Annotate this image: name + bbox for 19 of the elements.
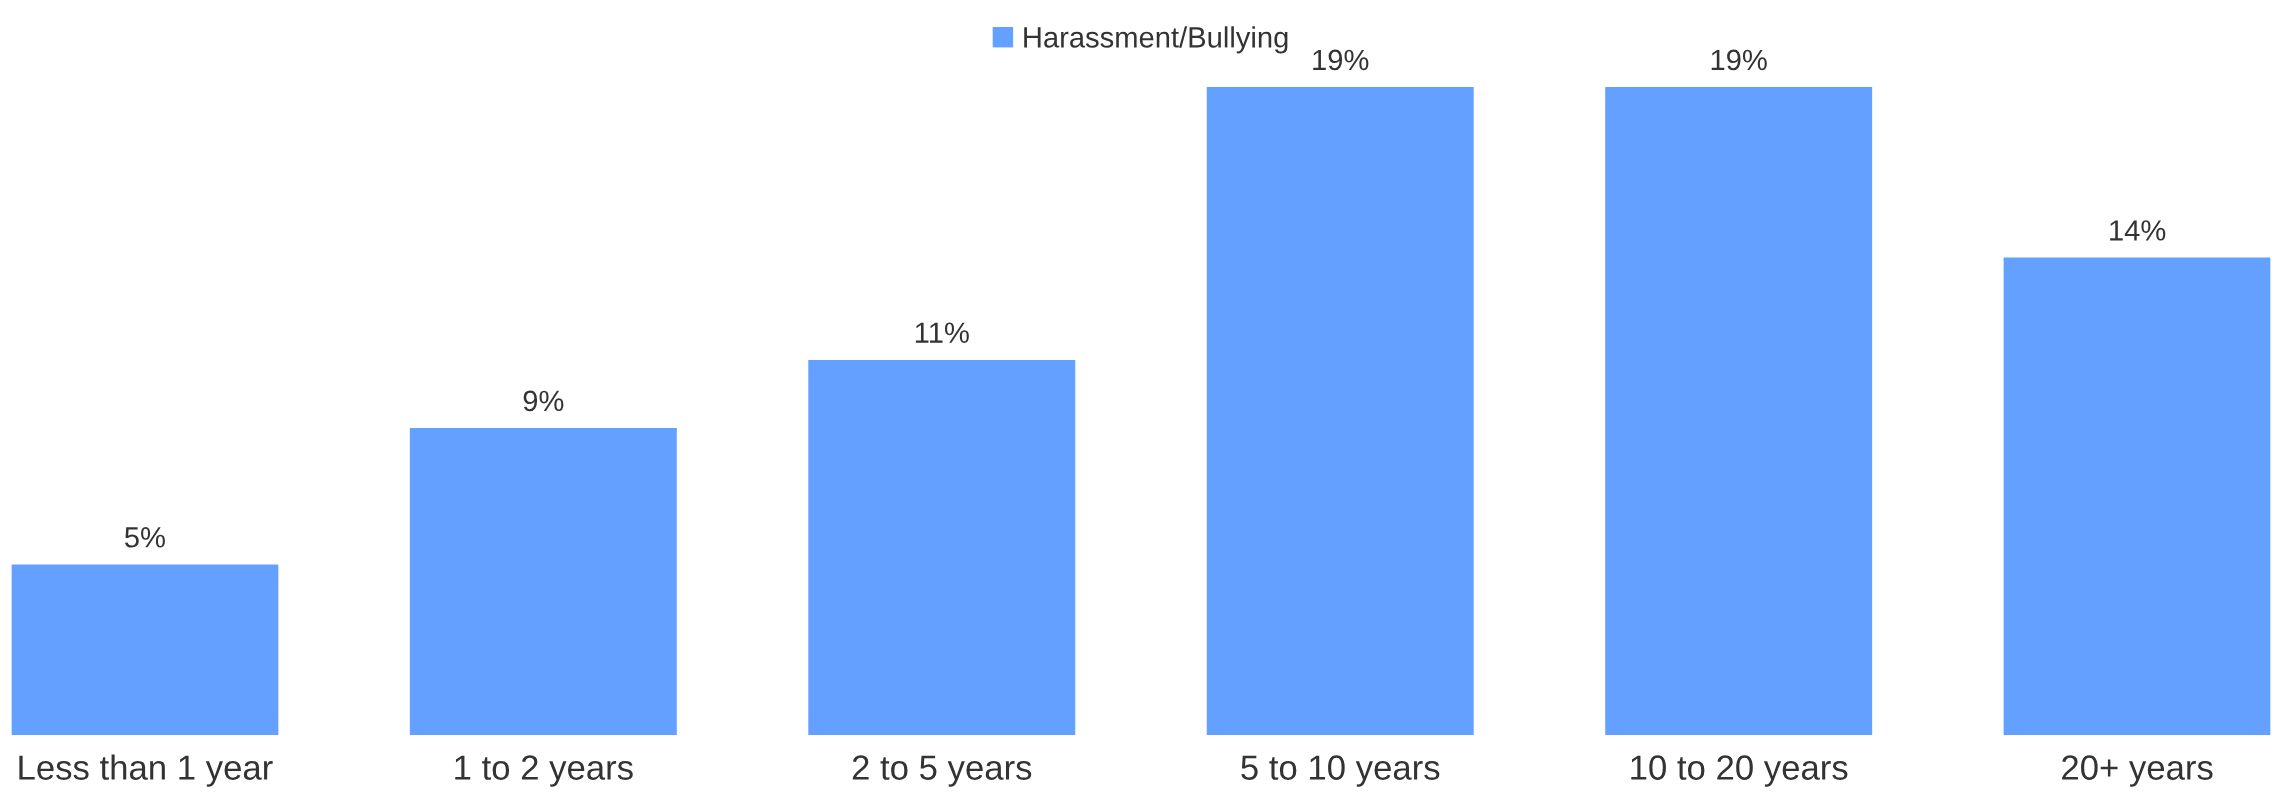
x-tick-label: 2 to 5 years — [852, 755, 1032, 787]
x-tick-label: 1 to 2 years — [455, 755, 633, 787]
bar — [1206, 87, 1474, 735]
bar — [808, 359, 1076, 735]
data-label: 11% — [915, 322, 969, 343]
bar — [2003, 257, 2271, 735]
x-tick-label: 10 to 20 years — [1631, 755, 1848, 787]
legend-label: Harassment/Bullying — [1024, 26, 1288, 54]
x-tick-label: 20+ years — [2062, 755, 2213, 787]
x-tick-label: 5 to 10 years — [1241, 755, 1440, 787]
data-label: 19% — [1313, 49, 1369, 71]
data-label: 14% — [2110, 220, 2166, 241]
bar — [1605, 87, 1873, 735]
data-label: 9% — [523, 390, 564, 412]
x-tick-label: Less than 1 year — [19, 754, 273, 787]
bar — [11, 564, 279, 735]
data-label: 19% — [1711, 49, 1767, 71]
bar — [409, 428, 677, 735]
data-label: 5% — [124, 527, 165, 548]
